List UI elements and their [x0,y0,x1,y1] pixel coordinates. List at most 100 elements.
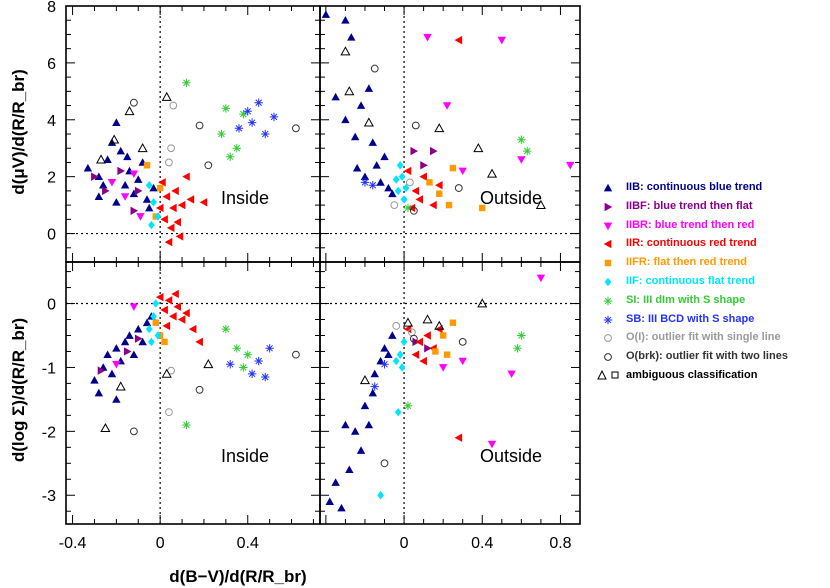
point-IIBR [136,213,145,221]
legend-marker [604,353,612,362]
point-IIF [394,407,402,417]
point-IIF [150,312,157,321]
point-IIFR [439,332,447,339]
point-SI [232,344,241,353]
point-Obrk [411,121,420,130]
point-IIR [160,215,168,224]
legend-item-IIFR: IIFR: flat then red trend [594,255,830,271]
y-tick-label: -3 [42,488,56,505]
point-Obrk [195,121,204,130]
point-SI [217,129,226,139]
point-IIBR [112,360,121,369]
point-amb [115,381,126,391]
point-IIR [173,217,182,227]
point-IIR [177,315,186,324]
point-IIB [370,369,379,378]
point-IIB [337,503,346,512]
point-amb [359,374,371,385]
point-amb [422,314,433,324]
point-IIB [341,115,350,124]
point-IIR [419,172,427,181]
y-axis-title-bottom: d(log Σ)/d(R/R_br) [9,318,28,462]
point-SI [517,135,526,144]
point-amb [161,368,172,378]
y-axis-title-top: d(μV)/d(R/R_br) [9,69,28,195]
point-IIR [160,305,168,315]
point-IIB [388,189,397,198]
point-SB [254,98,263,107]
x-tick-label: 0.8 [549,535,571,552]
point-IIB [368,138,377,146]
legend-label: IIBF: blue trend then flat [626,199,753,212]
point-IIR [155,292,164,302]
legend-item-O1: O(I): outlier fit with single line [594,330,830,346]
point-Obrk [454,184,463,192]
point-amb [203,359,214,369]
point-IIF [154,212,162,221]
point-SB [261,372,270,382]
point-IIF [400,195,408,204]
panel-bottom-left: -3 -2 -1 0 -0.4 0 0.4 Inside [42,261,321,552]
point-IIR [169,312,177,321]
point-IIB [134,324,143,333]
point-IIB [149,183,158,192]
point-SB [380,360,389,369]
point-SB [261,129,270,139]
y-tick-label: -1 [42,360,56,377]
point-IIFR [156,184,164,192]
legend-item-amb: ambiguous classification [594,368,830,384]
legend-marker-shape [611,371,619,379]
point-IIR [188,324,197,334]
point-IIR [186,195,195,204]
point-SI [403,203,413,213]
point-IIBF [102,186,110,196]
point-IIB [347,33,356,41]
point-SI [523,146,532,156]
point-IIB [120,337,130,346]
panel-frame [65,261,321,525]
point-IIB [112,344,121,352]
legend-label: O(brk): outlier fit with two lines [626,350,788,363]
point-IIR [171,186,179,196]
point-IIFR [436,190,443,197]
point-IIB [341,420,350,429]
point-amb [344,86,355,96]
point-O1 [169,101,178,110]
point-IIR [411,350,420,359]
legend-marker [603,296,613,305]
point-amb [402,317,414,327]
point-amb [100,422,111,433]
point-IIB [120,181,130,189]
point-IIBR [507,370,516,379]
panel-label: Outside [480,188,542,208]
point-IIR [435,181,443,190]
legend-label: SB: III BCD with S shape [626,312,755,325]
point-IIB [94,172,104,181]
point-SI [226,152,235,161]
legend-marker-shape [603,183,613,192]
point-SB [234,124,244,133]
legend-item-IIR: IIR: continuous red trend [594,236,830,252]
point-SB [247,369,257,379]
panel-label: Outside [480,446,542,466]
point-IIB [376,178,385,186]
y-tick-label: 6 [47,56,56,73]
point-amb [161,91,172,101]
legend-item-IIBF: IIBF: blue trend then flat [594,199,830,215]
point-O1 [165,158,173,167]
data-points [321,10,575,215]
legend-marker [603,315,613,324]
point-IIBR [487,440,497,449]
point-IIR [182,308,190,318]
point-IIR [175,232,184,241]
point-IIR [162,192,171,201]
legend-item-IIF: IIF: continuous flat trend [594,274,830,290]
point-SB [368,181,377,190]
y-tick-label: 2 [47,170,56,187]
point-IIBF [134,186,143,196]
point-IIBR [536,274,546,283]
x-tick-label: 0.4 [471,535,493,552]
point-amb [473,142,484,153]
point-IIB [321,10,331,18]
point-IIBR [442,102,452,110]
